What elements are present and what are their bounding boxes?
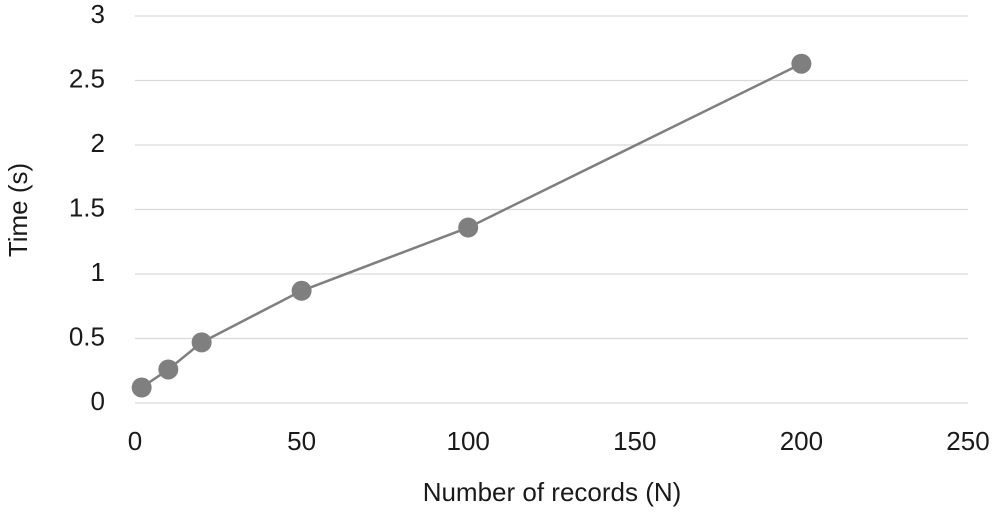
x-tick-label: 250 xyxy=(946,426,989,456)
data-point xyxy=(191,332,212,353)
data-point xyxy=(291,280,312,301)
data-point xyxy=(131,377,152,398)
y-tick-label: 0 xyxy=(91,386,105,416)
y-tick-label: 1 xyxy=(91,257,105,287)
x-axis-label: Number of records (N) xyxy=(423,477,682,507)
y-axis-label: Time (s) xyxy=(3,163,33,257)
data-point xyxy=(458,217,479,238)
y-tick-label: 1.5 xyxy=(69,192,105,222)
x-tick-label: 150 xyxy=(613,426,656,456)
data-point xyxy=(158,359,179,380)
y-tick-label: 0.5 xyxy=(69,321,105,351)
x-tick-label: 200 xyxy=(780,426,823,456)
y-tick-label: 3 xyxy=(91,0,105,29)
data-point xyxy=(791,53,812,74)
y-tick-label: 2.5 xyxy=(69,63,105,93)
x-tick-label: 100 xyxy=(447,426,490,456)
x-tick-label: 50 xyxy=(287,426,316,456)
y-tick-label: 2 xyxy=(91,128,105,158)
x-tick-label: 0 xyxy=(128,426,142,456)
